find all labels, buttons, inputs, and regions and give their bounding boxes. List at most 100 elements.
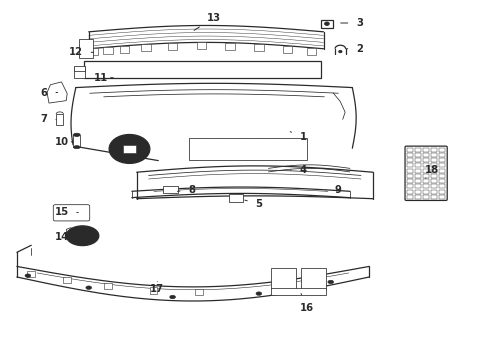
Bar xyxy=(422,158,428,162)
Bar xyxy=(422,148,428,152)
Bar xyxy=(430,153,436,157)
Text: 10: 10 xyxy=(54,137,73,147)
Ellipse shape xyxy=(73,133,80,136)
Bar xyxy=(407,153,412,157)
Ellipse shape xyxy=(66,226,99,246)
Text: 2: 2 xyxy=(345,44,362,54)
Bar xyxy=(73,135,80,147)
Text: 4: 4 xyxy=(290,165,306,175)
Text: 3: 3 xyxy=(340,18,362,28)
Bar xyxy=(56,114,63,125)
Bar xyxy=(430,179,436,183)
Bar xyxy=(407,174,412,178)
Bar xyxy=(438,148,444,152)
Bar xyxy=(430,184,436,188)
Bar xyxy=(407,195,412,199)
Text: 12: 12 xyxy=(69,47,93,57)
Bar xyxy=(438,163,444,167)
Bar xyxy=(407,158,412,162)
Bar xyxy=(414,190,420,194)
Bar xyxy=(407,179,412,183)
Bar xyxy=(438,174,444,178)
Bar xyxy=(407,169,412,173)
FancyBboxPatch shape xyxy=(53,205,89,221)
Bar xyxy=(407,148,412,152)
Bar xyxy=(163,186,178,193)
Text: 7: 7 xyxy=(41,114,56,124)
Bar xyxy=(438,179,444,183)
Ellipse shape xyxy=(327,280,333,284)
Bar xyxy=(141,44,151,51)
Bar xyxy=(430,174,436,178)
Bar xyxy=(414,184,420,188)
Bar xyxy=(225,43,234,50)
Bar xyxy=(414,195,420,199)
Ellipse shape xyxy=(324,22,328,26)
Bar xyxy=(422,190,428,194)
Ellipse shape xyxy=(70,229,94,243)
Bar xyxy=(414,179,420,183)
Bar xyxy=(270,288,325,294)
Bar xyxy=(104,283,112,289)
Text: 9: 9 xyxy=(325,185,341,195)
Bar xyxy=(414,158,420,162)
Bar xyxy=(422,169,428,173)
Bar xyxy=(422,153,428,157)
Bar xyxy=(301,268,325,289)
Ellipse shape xyxy=(73,145,80,149)
Bar xyxy=(196,42,206,49)
Bar xyxy=(438,184,444,188)
Bar xyxy=(149,287,157,294)
Bar xyxy=(438,190,444,194)
Ellipse shape xyxy=(109,135,149,163)
Bar xyxy=(430,169,436,173)
Text: 11: 11 xyxy=(93,73,113,83)
Bar xyxy=(414,169,420,173)
Bar xyxy=(414,148,420,152)
Bar xyxy=(63,277,71,283)
Bar xyxy=(84,61,321,78)
Bar xyxy=(422,163,428,167)
Bar xyxy=(282,46,292,53)
Bar xyxy=(306,48,316,55)
Bar xyxy=(430,148,436,152)
Bar xyxy=(438,158,444,162)
Bar xyxy=(407,184,412,188)
Ellipse shape xyxy=(256,292,261,295)
Polygon shape xyxy=(47,82,67,103)
Text: 14: 14 xyxy=(54,232,73,242)
Bar xyxy=(430,195,436,199)
Bar xyxy=(254,44,263,51)
Bar xyxy=(422,184,428,188)
Bar xyxy=(229,194,242,202)
Text: 1: 1 xyxy=(289,132,306,142)
Bar xyxy=(438,195,444,199)
Text: 6: 6 xyxy=(41,87,58,98)
Bar xyxy=(321,20,332,28)
Ellipse shape xyxy=(86,286,91,289)
Bar xyxy=(414,174,420,178)
Bar xyxy=(79,39,92,58)
Bar xyxy=(27,270,35,277)
Bar xyxy=(430,158,436,162)
Bar xyxy=(422,195,428,199)
Bar xyxy=(430,163,436,167)
Bar xyxy=(422,179,428,183)
Bar xyxy=(270,268,295,289)
Bar xyxy=(74,67,85,78)
Bar xyxy=(407,163,412,167)
Text: 5: 5 xyxy=(244,199,262,209)
Bar xyxy=(74,66,85,71)
Bar xyxy=(122,145,136,153)
Bar xyxy=(438,153,444,157)
Bar xyxy=(195,289,203,295)
Bar xyxy=(414,163,420,167)
Bar xyxy=(120,46,129,53)
Ellipse shape xyxy=(338,50,341,53)
Ellipse shape xyxy=(114,138,145,160)
Ellipse shape xyxy=(76,231,89,240)
Bar xyxy=(407,190,412,194)
Bar xyxy=(422,174,428,178)
Ellipse shape xyxy=(169,295,175,299)
Text: 17: 17 xyxy=(150,282,164,294)
